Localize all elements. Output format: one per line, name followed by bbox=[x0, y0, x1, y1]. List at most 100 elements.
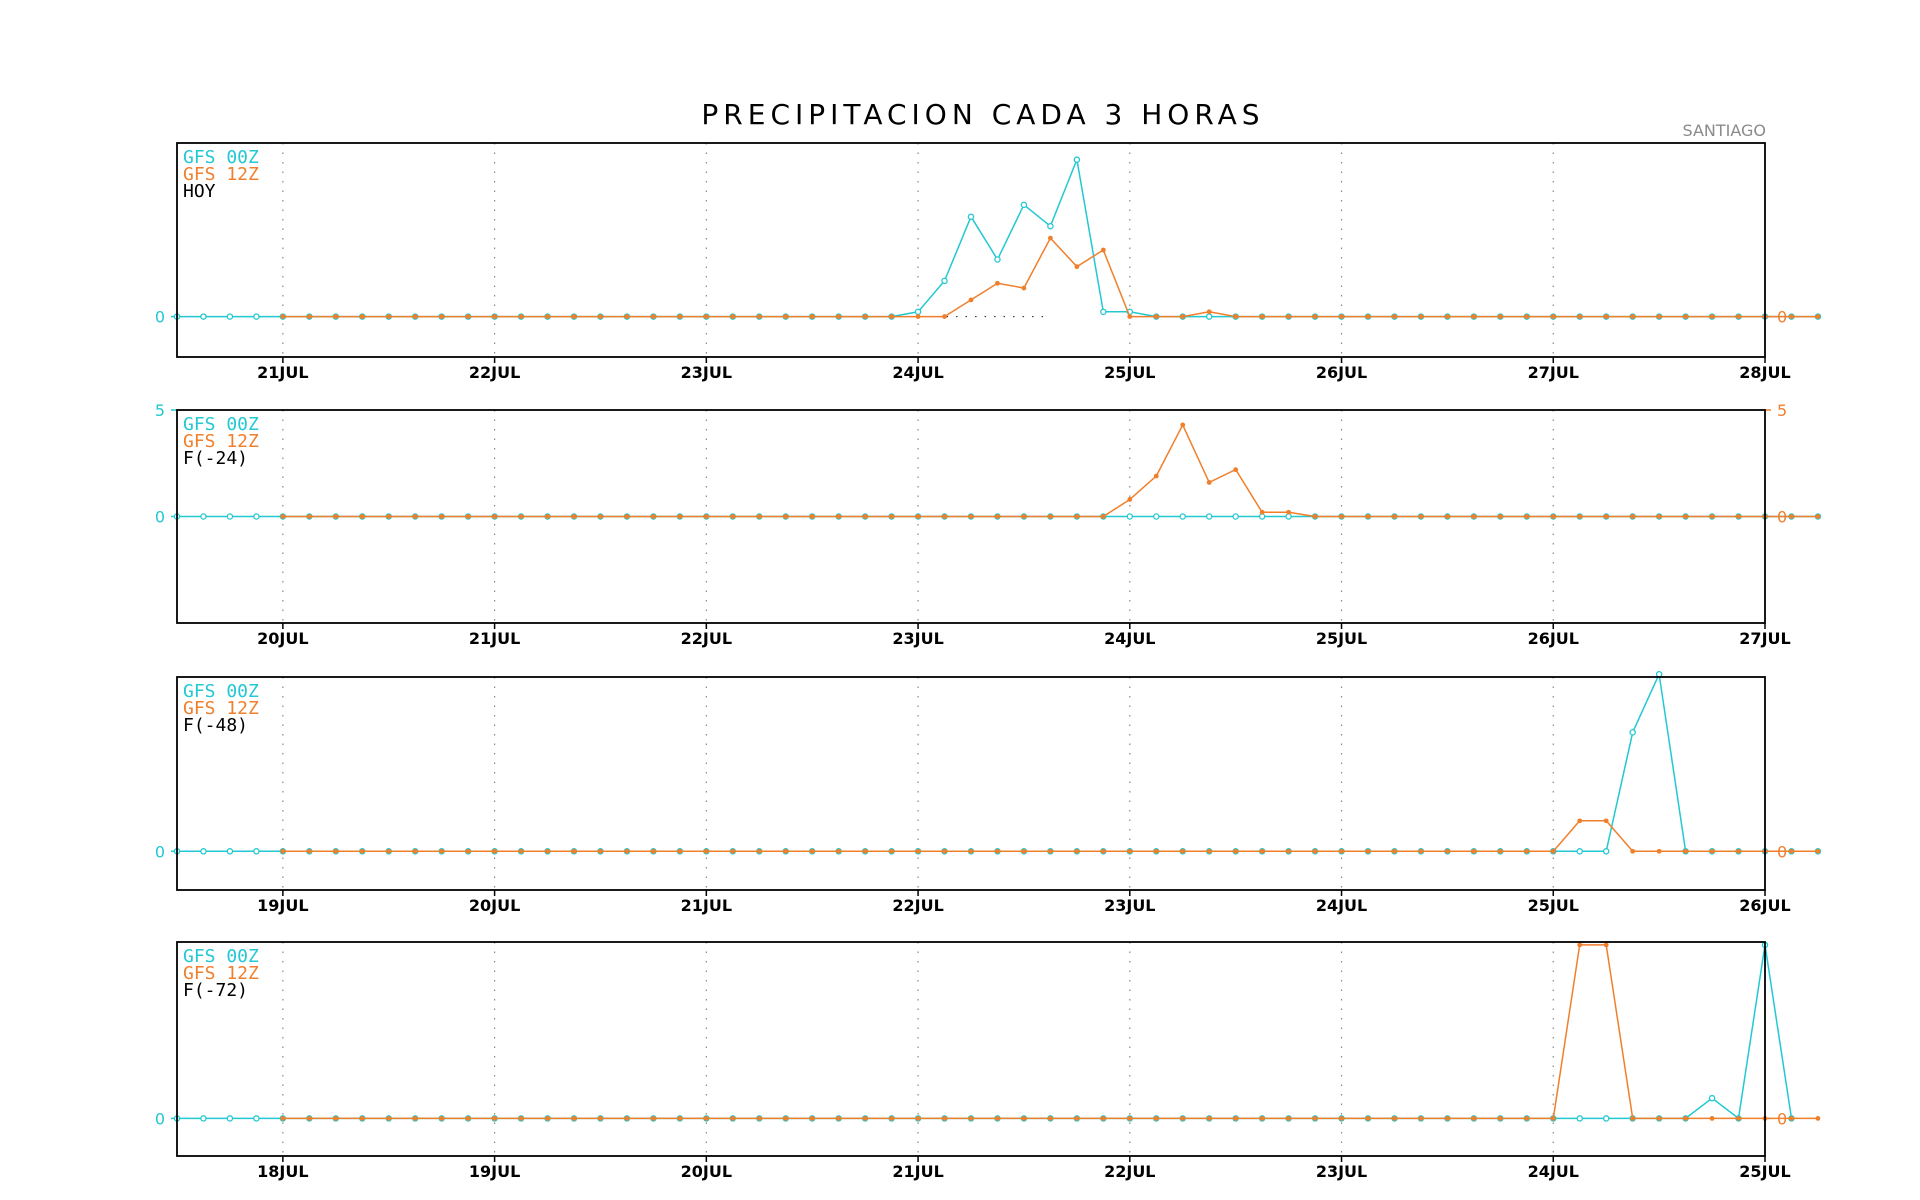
data-point bbox=[1205, 513, 1213, 520]
series-line-gfs00 bbox=[177, 671, 1818, 853]
data-point bbox=[967, 213, 975, 220]
data-point bbox=[1020, 201, 1028, 209]
data-point bbox=[1577, 314, 1583, 319]
legend-entry: GFS 00Z bbox=[183, 414, 259, 435]
data-point bbox=[783, 848, 789, 854]
data-point bbox=[1471, 1116, 1477, 1121]
data-point bbox=[280, 514, 286, 519]
data-point bbox=[651, 314, 656, 319]
y-tick-label-left-top: 5 bbox=[155, 401, 165, 420]
data-point bbox=[1074, 264, 1080, 270]
data-point bbox=[1630, 314, 1636, 319]
data-point bbox=[1550, 314, 1556, 319]
data-point bbox=[439, 848, 445, 854]
station-label: SANTIAGO bbox=[1682, 121, 1766, 140]
data-point bbox=[545, 514, 550, 519]
data-point bbox=[1179, 513, 1186, 520]
data-point bbox=[1259, 848, 1265, 854]
series-line-gfs12 bbox=[282, 236, 1818, 318]
data-point bbox=[1602, 848, 1610, 855]
data-point bbox=[968, 848, 974, 854]
legend-entry: F(-48) bbox=[183, 715, 248, 736]
data-point bbox=[1445, 848, 1450, 854]
data-point bbox=[1233, 467, 1239, 473]
data-point bbox=[571, 1116, 577, 1121]
x-tick-label: 24JUL bbox=[1528, 1162, 1579, 1181]
x-tick-label: 28JUL bbox=[1739, 363, 1790, 382]
data-point bbox=[889, 848, 894, 854]
data-point bbox=[492, 314, 497, 319]
data-point bbox=[1815, 314, 1821, 319]
x-tick-label: 26JUL bbox=[1316, 363, 1367, 382]
data-point bbox=[730, 314, 736, 319]
data-point bbox=[1392, 848, 1397, 854]
data-point bbox=[1445, 1116, 1450, 1121]
data-point bbox=[1656, 514, 1662, 519]
chart-title: PRECIPITACION CADA 3 HORAS bbox=[701, 98, 1264, 131]
data-point bbox=[1127, 1116, 1133, 1121]
y-tick-label-left: 0 bbox=[155, 1109, 165, 1128]
x-tick-label: 18JUL bbox=[257, 1162, 308, 1181]
data-point bbox=[1736, 514, 1741, 519]
x-tick-label: 22JUL bbox=[892, 896, 943, 915]
y-tick-label-left: 0 bbox=[155, 508, 165, 527]
data-point bbox=[994, 256, 1001, 263]
data-point bbox=[1656, 1116, 1662, 1121]
data-point bbox=[1073, 156, 1081, 163]
data-point bbox=[492, 848, 497, 854]
x-tick-label: 27JUL bbox=[1739, 629, 1790, 648]
data-point bbox=[995, 1116, 1000, 1121]
y-tick-label-left: 0 bbox=[155, 842, 165, 861]
data-point bbox=[1127, 848, 1133, 854]
data-point bbox=[941, 277, 948, 285]
data-point bbox=[1286, 509, 1291, 515]
chart-panel-1: 21JUL 22JUL 23JUL 24JUL 25JUL 26JUL 27JUL 28JUL… bbox=[155, 142, 1822, 382]
data-point bbox=[1153, 473, 1159, 479]
data-point bbox=[783, 1116, 789, 1121]
data-point bbox=[1630, 514, 1636, 519]
data-point bbox=[306, 1116, 312, 1121]
data-point bbox=[1524, 1116, 1530, 1121]
data-point bbox=[1127, 314, 1133, 319]
data-point bbox=[306, 514, 312, 519]
x-tick-label: 21JUL bbox=[681, 896, 732, 915]
data-point bbox=[1286, 848, 1291, 854]
data-point bbox=[545, 314, 550, 319]
data-point bbox=[1392, 514, 1397, 519]
data-point bbox=[1312, 848, 1318, 854]
data-point bbox=[412, 848, 418, 854]
data-point bbox=[1100, 247, 1106, 253]
data-point bbox=[1603, 514, 1609, 519]
data-point bbox=[1471, 314, 1477, 319]
data-point bbox=[1418, 314, 1424, 319]
data-point bbox=[1100, 848, 1106, 854]
data-point bbox=[1312, 514, 1318, 519]
x-tick-label: 23JUL bbox=[1104, 896, 1155, 915]
x-tick-label: 19JUL bbox=[257, 896, 308, 915]
data-point bbox=[942, 314, 947, 319]
data-point bbox=[1206, 1116, 1212, 1121]
data-point bbox=[968, 1116, 974, 1121]
data-point bbox=[200, 848, 207, 855]
data-point bbox=[571, 848, 577, 854]
data-point bbox=[942, 848, 947, 854]
data-point bbox=[1497, 314, 1503, 319]
data-point bbox=[1286, 1116, 1291, 1121]
data-point bbox=[1418, 514, 1424, 519]
data-point bbox=[253, 848, 260, 855]
data-point bbox=[1365, 848, 1371, 854]
data-point bbox=[862, 314, 868, 319]
data-point bbox=[1603, 314, 1609, 319]
data-point bbox=[1153, 848, 1159, 854]
data-point bbox=[333, 514, 339, 519]
data-point bbox=[1656, 848, 1662, 854]
data-point bbox=[359, 314, 365, 319]
x-tick-label: 22JUL bbox=[1104, 1162, 1155, 1181]
data-point bbox=[968, 297, 974, 303]
data-point bbox=[1392, 314, 1397, 319]
data-point bbox=[1365, 1116, 1371, 1121]
data-point bbox=[1074, 848, 1080, 854]
panel-frame bbox=[176, 142, 1766, 358]
x-tick-label: 25JUL bbox=[1528, 896, 1579, 915]
data-point bbox=[1683, 314, 1688, 319]
